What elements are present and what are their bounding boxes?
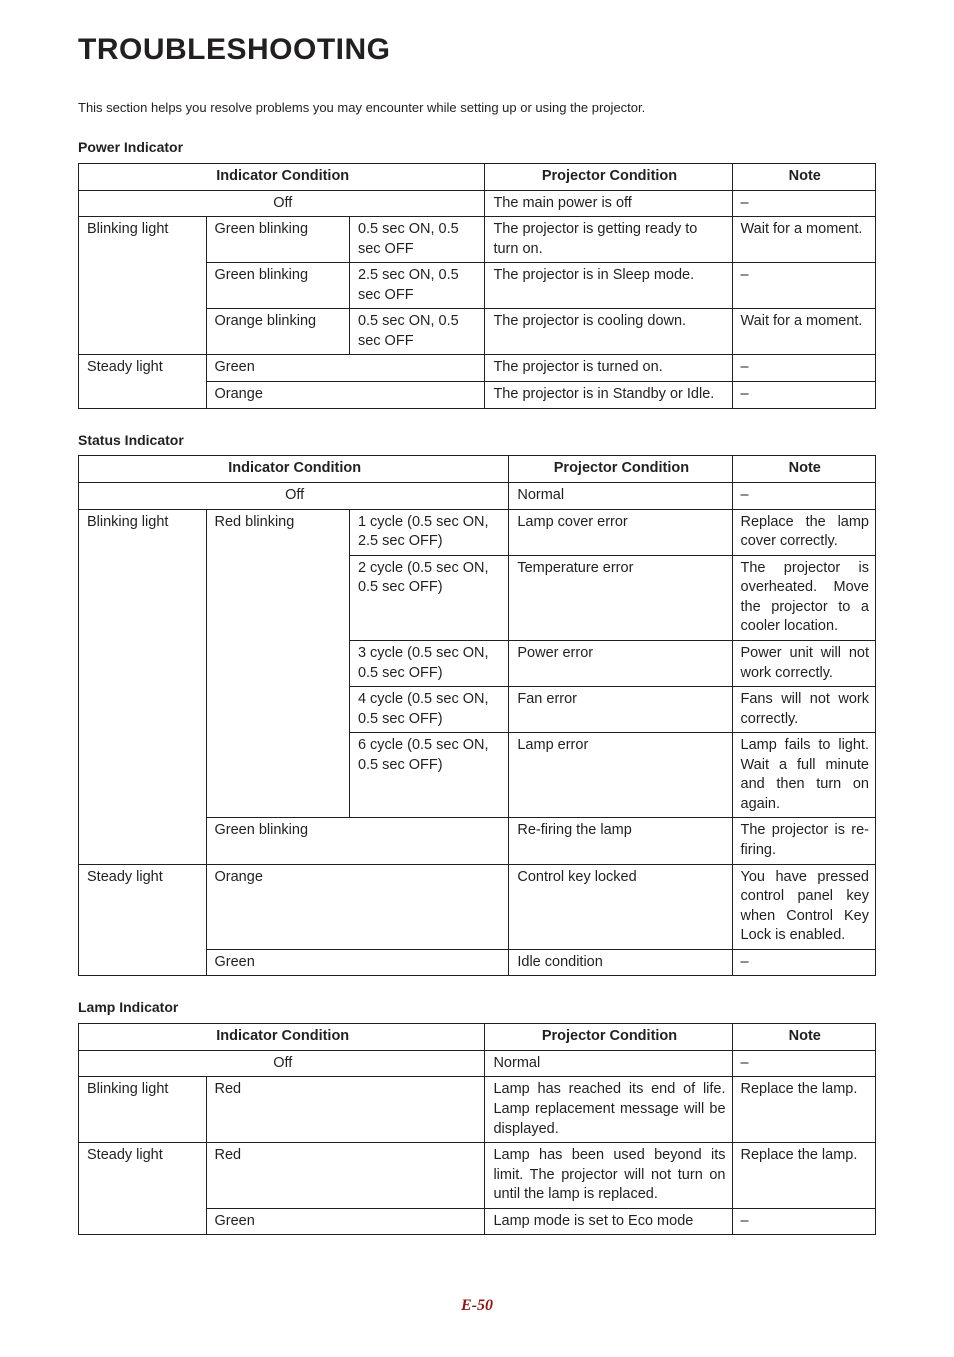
cell-color: Green blinking	[206, 263, 349, 309]
cell-proj: Power error	[509, 640, 732, 686]
cell-pattern: 1 cycle (0.5 sec ON, 2.5 sec OFF)	[349, 509, 508, 555]
cell-note: Wait for a moment.	[732, 217, 875, 263]
cell-proj: Fan error	[509, 687, 732, 733]
table-header-row: Indicator Condition Projector Condition …	[79, 163, 876, 190]
cell-off: Off	[79, 483, 509, 510]
cell-blinking-light: Blinking light	[79, 217, 207, 355]
cell-proj: Control key locked	[509, 864, 732, 949]
col-projector-condition: Projector Condition	[485, 163, 732, 190]
col-projector-condition: Projector Condition	[485, 1024, 732, 1051]
table-row: Steady light Orange Control key locked Y…	[79, 864, 876, 949]
status-section-label: Status Indicator	[78, 431, 876, 450]
cell-steady-light: Steady light	[79, 355, 207, 408]
cell-proj: The projector is in Sleep mode.	[485, 263, 732, 309]
cell-pattern: 2.5 sec ON, 0.5 sec OFF	[349, 263, 484, 309]
intro-text: This section helps you resolve problems …	[78, 99, 876, 117]
cell-color: Red blinking	[206, 509, 349, 818]
cell-note: –	[732, 355, 875, 382]
table-row: Off Normal –	[79, 483, 876, 510]
cell-note: Replace the lamp.	[732, 1077, 875, 1143]
table-row: Off The main power is off –	[79, 190, 876, 217]
cell-color: Green	[206, 355, 485, 382]
table-row: Steady light Red Lamp has been used beyo…	[79, 1143, 876, 1209]
col-projector-condition: Projector Condition	[509, 456, 732, 483]
col-indicator-condition: Indicator Condition	[79, 456, 509, 483]
col-note: Note	[732, 1024, 875, 1051]
table-row: Off Normal –	[79, 1050, 876, 1077]
cell-note: Wait for a moment.	[732, 309, 875, 355]
page-title: TROUBLESHOOTING	[78, 30, 876, 71]
cell-proj: The projector is getting ready to turn o…	[485, 217, 732, 263]
cell-color: Red	[206, 1143, 485, 1209]
cell-proj: Lamp has been used beyond its limit. The…	[485, 1143, 732, 1209]
cell-color: Green	[206, 949, 509, 976]
cell-proj: Normal	[485, 1050, 732, 1077]
table-row: Steady light Green The projector is turn…	[79, 355, 876, 382]
cell-note: –	[732, 949, 875, 976]
page-number: E-50	[78, 1295, 876, 1317]
cell-color: Orange	[206, 382, 485, 409]
col-indicator-condition: Indicator Condition	[79, 163, 485, 190]
cell-proj: Lamp cover error	[509, 509, 732, 555]
cell-pattern: 0.5 sec ON, 0.5 sec OFF	[349, 309, 484, 355]
cell-color: Green blinking	[206, 818, 509, 864]
cell-proj: Re-firing the lamp	[509, 818, 732, 864]
status-indicator-table: Indicator Condition Projector Condition …	[78, 455, 876, 976]
cell-steady-light: Steady light	[79, 864, 207, 976]
table-header-row: Indicator Condition Projector Condition …	[79, 456, 876, 483]
cell-color: Green blinking	[206, 217, 349, 263]
cell-steady-light: Steady light	[79, 1143, 207, 1235]
cell-proj: The projector is turned on.	[485, 355, 732, 382]
cell-proj: Normal	[509, 483, 732, 510]
cell-proj: The projector is in Standby or Idle.	[485, 382, 732, 409]
cell-pattern: 6 cycle (0.5 sec ON, 0.5 sec OFF)	[349, 733, 508, 818]
lamp-indicator-table: Indicator Condition Projector Condition …	[78, 1023, 876, 1235]
table-row: Blinking light Red Lamp has reached its …	[79, 1077, 876, 1143]
col-note: Note	[732, 163, 875, 190]
cell-note: –	[732, 1050, 875, 1077]
cell-blinking-light: Blinking light	[79, 509, 207, 864]
cell-off: Off	[79, 1050, 485, 1077]
cell-pattern: 4 cycle (0.5 sec ON, 0.5 sec OFF)	[349, 687, 508, 733]
cell-note: Replace the lamp.	[732, 1143, 875, 1209]
col-note: Note	[732, 456, 875, 483]
lamp-section-label: Lamp Indicator	[78, 998, 876, 1017]
cell-note: –	[732, 1208, 875, 1235]
cell-note: –	[732, 190, 875, 217]
cell-note: –	[732, 382, 875, 409]
cell-proj: Temperature error	[509, 555, 732, 640]
cell-pattern: 0.5 sec ON, 0.5 sec OFF	[349, 217, 484, 263]
cell-note: –	[732, 263, 875, 309]
cell-note: Fans will not work correctly.	[732, 687, 875, 733]
table-row: Blinking light Green blinking 0.5 sec ON…	[79, 217, 876, 263]
table-row: Blinking light Red blinking 1 cycle (0.5…	[79, 509, 876, 555]
cell-proj: The main power is off	[485, 190, 732, 217]
cell-blinking-light: Blinking light	[79, 1077, 207, 1143]
cell-color: Orange	[206, 864, 509, 949]
cell-note: Replace the lamp cover correctly.	[732, 509, 875, 555]
cell-off: Off	[79, 190, 485, 217]
cell-note: Lamp fails to light. Wait a full minute …	[732, 733, 875, 818]
cell-note: The projector is re-firing.	[732, 818, 875, 864]
cell-proj: Lamp has reached its end of life. Lamp r…	[485, 1077, 732, 1143]
cell-color: Green	[206, 1208, 485, 1235]
cell-note: You have pressed control panel key when …	[732, 864, 875, 949]
cell-note: Power unit will not work correctly.	[732, 640, 875, 686]
cell-pattern: 3 cycle (0.5 sec ON, 0.5 sec OFF)	[349, 640, 508, 686]
cell-proj: Lamp mode is set to Eco mode	[485, 1208, 732, 1235]
cell-proj: Lamp error	[509, 733, 732, 818]
cell-note: The projector is overheated. Move the pr…	[732, 555, 875, 640]
cell-note: –	[732, 483, 875, 510]
cell-color: Orange blinking	[206, 309, 349, 355]
power-indicator-table: Indicator Condition Projector Condition …	[78, 163, 876, 409]
table-header-row: Indicator Condition Projector Condition …	[79, 1024, 876, 1051]
cell-proj: The projector is cooling down.	[485, 309, 732, 355]
cell-proj: Idle condition	[509, 949, 732, 976]
cell-color: Red	[206, 1077, 485, 1143]
col-indicator-condition: Indicator Condition	[79, 1024, 485, 1051]
cell-pattern: 2 cycle (0.5 sec ON, 0.5 sec OFF)	[349, 555, 508, 640]
power-section-label: Power Indicator	[78, 138, 876, 157]
